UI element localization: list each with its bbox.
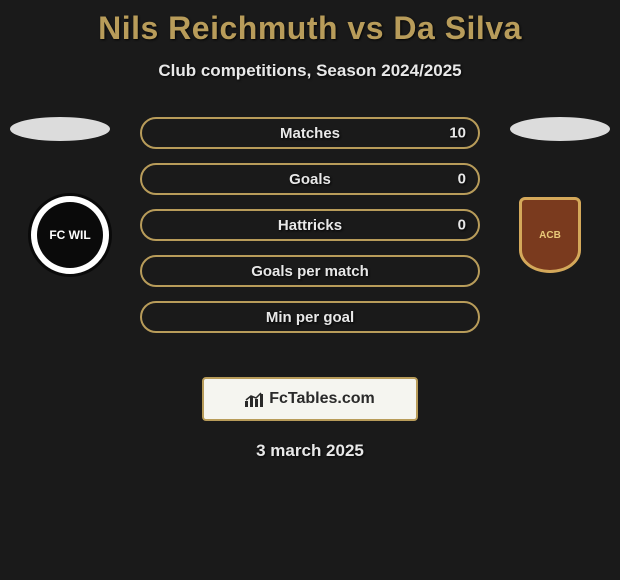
stat-row-min-per-goal: Min per goal (140, 301, 480, 333)
stat-right-value: 0 (458, 217, 466, 234)
club-badge-right: ACB (500, 193, 600, 277)
chart-icon (245, 391, 265, 407)
brand-bar[interactable]: FcTables.com (202, 377, 418, 421)
brand-label: FcTables.com (269, 390, 375, 408)
stat-label: Min per goal (266, 309, 354, 326)
stat-row-hattricks: Hattricks 0 (140, 209, 480, 241)
stat-row-goals-per-match: Goals per match (140, 255, 480, 287)
stat-label: Goals (289, 171, 331, 188)
subtitle: Club competitions, Season 2024/2025 (0, 47, 620, 81)
stat-label: Hattricks (278, 217, 342, 234)
player-left-avatar (10, 117, 110, 141)
club-badge-left-outer: FC WIL (28, 193, 112, 277)
comparison-arena: FC WIL ACB Matches 10 Goals 0 Hattricks … (0, 117, 620, 377)
page-title: Nils Reichmuth vs Da Silva (0, 0, 620, 47)
stat-label: Goals per match (251, 263, 369, 280)
stat-right-value: 0 (458, 171, 466, 188)
stat-label: Matches (280, 125, 340, 142)
stat-row-matches: Matches 10 (140, 117, 480, 149)
stat-row-goals: Goals 0 (140, 163, 480, 195)
club-badge-left-label: FC WIL (37, 202, 103, 268)
date-label: 3 march 2025 (0, 441, 620, 461)
club-badge-right-label: ACB (519, 197, 581, 273)
club-badge-left: FC WIL (20, 193, 120, 277)
stat-right-value: 10 (449, 125, 466, 142)
player-right-avatar (510, 117, 610, 141)
stats-list: Matches 10 Goals 0 Hattricks 0 Goals per… (140, 117, 480, 347)
